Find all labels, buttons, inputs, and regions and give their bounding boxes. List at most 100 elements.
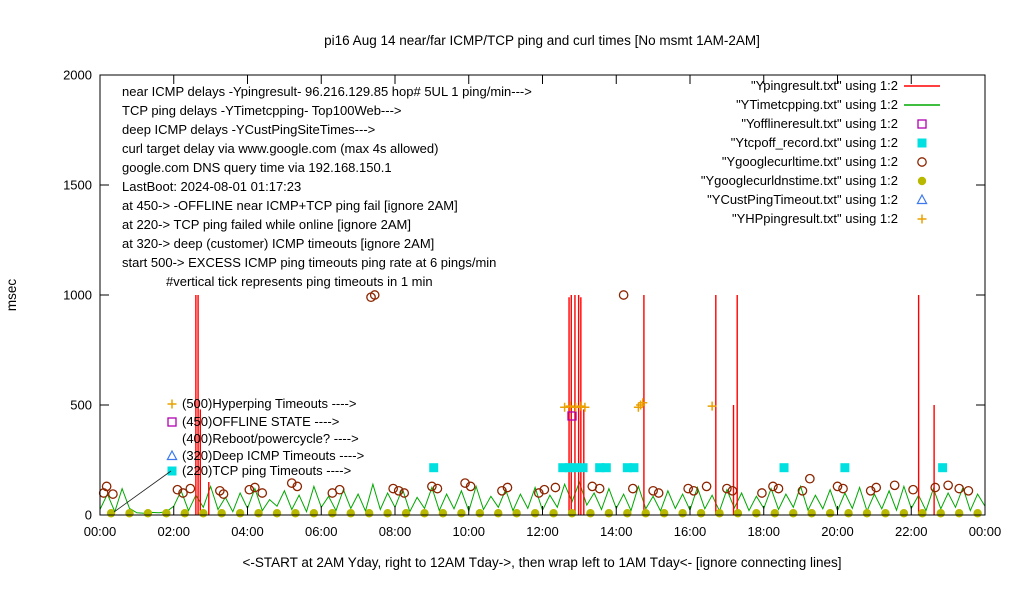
callout-label: (400)Reboot/powercycle? ----> <box>182 431 359 446</box>
Ygooglecurldnstime-point <box>106 509 116 518</box>
Ygooglecurltime-point <box>286 478 297 488</box>
callout-marker <box>167 417 177 427</box>
info-line: TCP ping delays -YTimetcpping- Top100Web… <box>122 103 402 118</box>
Ytcpoff_record-point <box>779 463 789 473</box>
Ytcpoff_record-point <box>578 463 588 473</box>
x-tick-label: 16:00 <box>674 524 707 539</box>
legend-label-Ytcpoff_record: "Ytcpoff_record.txt" using 1:2 <box>731 135 898 150</box>
info-line: google.com DNS query time via 192.168.15… <box>122 160 392 175</box>
callout-line <box>113 470 172 513</box>
Ygooglecurltime-point <box>768 481 778 492</box>
Ygooglecurldnstime-point <box>383 509 392 518</box>
Ytcpoff_record-point <box>429 463 439 473</box>
info-line: start 500-> EXCESS ICMP ping timeouts pi… <box>122 255 496 270</box>
Ygooglecurldnstime-point <box>457 509 466 518</box>
x-tick-label: 08:00 <box>379 524 412 539</box>
Ytcpoff_record-point <box>840 463 850 473</box>
info-line: deep ICMP delays -YCustPingSiteTimes---> <box>122 122 375 137</box>
Ygooglecurldnstime-point <box>475 509 485 518</box>
YHPpingresult-point <box>560 402 570 412</box>
Ygooglecurltime-point <box>465 481 476 492</box>
Ygooglecurldnstime-point <box>936 509 945 518</box>
Ygooglecurltime-point <box>618 290 629 300</box>
legend-label-Ygooglecurldnstime: "Ygooglecurldnstime.txt" using 1:2 <box>701 173 898 188</box>
Ygooglecurldnstime-point <box>143 509 153 518</box>
chart-title: pi16 Aug 14 near/far ICMP/TCP ping and c… <box>324 33 760 48</box>
series-Ygooglecurldnstime-points <box>106 509 982 518</box>
Ytcpoff_record-point <box>938 463 948 473</box>
x-axis-label: <-START at 2AM Yday, right to 12AM Tday-… <box>243 555 842 570</box>
Ygooglecurltime-point <box>257 488 268 498</box>
Ygooglecurltime-point <box>427 481 437 492</box>
legend-label-Yofflineresult: "Yofflineresult.txt" using 1:2 <box>741 116 898 131</box>
Ytcpoff_record-point <box>595 463 605 473</box>
legend-label-YCustPingTimeout: "YCustPingTimeout.txt" using 1:2 <box>707 192 898 207</box>
x-tick-label: 02:00 <box>157 524 190 539</box>
Ygooglecurldnstime-point <box>235 509 245 518</box>
Ygooglecurldnstime-point <box>272 509 282 518</box>
x-tick-label: 18:00 <box>747 524 780 539</box>
Ygooglecurltime-point <box>101 481 112 492</box>
Ygooglecurltime-point <box>502 482 513 493</box>
YHPpingresult-point <box>707 401 717 411</box>
Ygooglecurldnstime-point <box>954 509 964 518</box>
Ygooglecurldnstime-point <box>715 509 724 518</box>
x-tick-label: 06:00 <box>305 524 338 539</box>
Ygooglecurltime-point <box>244 484 255 495</box>
info-block: near ICMP delays -Ypingresult- 96.216.12… <box>122 84 532 289</box>
info-line: at 320-> deep (customer) ICMP timeouts [… <box>122 236 434 251</box>
Ygooglecurltime-point <box>653 488 664 498</box>
legend-sample-Yofflineresult <box>917 119 927 129</box>
Ygooglecurldnstime-point <box>567 509 577 518</box>
x-tick-label: 10:00 <box>452 524 485 539</box>
legend-sample-Ygooglecurltime <box>917 157 927 167</box>
x-tick-label: 14:00 <box>600 524 633 539</box>
Ygooglecurltime-point <box>369 290 380 300</box>
Ytcpoff_record-point <box>622 463 632 473</box>
Ytcpoff_record-point <box>601 463 611 473</box>
Ygooglecurltime-point <box>432 483 443 494</box>
Ygooglecurldnstime-point <box>420 509 429 518</box>
Ygooglecurltime-point <box>701 481 712 492</box>
Ygooglecurldnstime-point <box>364 509 374 518</box>
Ygooglecurldnstime-point <box>291 509 300 518</box>
Ygooglecurldnstime-point <box>881 509 890 518</box>
info-line: #vertical tick represents ping timeouts … <box>166 274 433 289</box>
Ygooglecurldnstime-point <box>641 509 650 518</box>
Ygooglecurldnstime-point <box>696 509 706 518</box>
YHPpingresult-point <box>580 402 590 412</box>
Ygooglecurltime-point <box>648 485 658 496</box>
x-tick-label: 22:00 <box>895 524 928 539</box>
YHPpingresult-point <box>638 398 648 408</box>
Ygooglecurldnstime-point <box>623 509 632 518</box>
Ygooglecurltime-point <box>292 481 303 492</box>
info-line: LastBoot: 2024-08-01 01:17:23 <box>122 179 301 194</box>
Ygooglecurltime-point <box>832 481 843 492</box>
Ygooglecurltime-point <box>757 488 767 498</box>
Ygooglecurldnstime-point <box>604 509 614 518</box>
Ygooglecurldnstime-point <box>346 509 355 518</box>
YHPpingresult-point <box>571 402 581 412</box>
series-Ygooglecurltime-points <box>98 290 974 499</box>
series-Yofflineresult-points <box>567 411 577 421</box>
Ygooglecurldnstime-point <box>899 509 909 518</box>
YHPpingresult-point <box>636 400 646 410</box>
Ygooglecurltime-point <box>797 485 808 496</box>
Ygooglecurltime-point <box>865 485 876 496</box>
Ygooglecurltime-point <box>722 483 732 494</box>
Ygooglecurltime-point <box>889 480 900 491</box>
legend-label-Ygooglecurltime: "Ygooglecurltime.txt" using 1:2 <box>722 154 898 169</box>
Ygooglecurltime-point <box>393 485 404 496</box>
callout-label: (450)OFFLINE STATE ----> <box>182 414 339 429</box>
x-tick-label: 20:00 <box>821 524 854 539</box>
callout-marker <box>167 466 177 476</box>
Ygooglecurltime-point <box>399 488 410 498</box>
callout-label: (220)TCP ping Timeouts ----> <box>182 463 351 478</box>
Yofflineresult-point <box>567 411 577 421</box>
Ygooglecurltime-point <box>804 473 815 484</box>
Ygooglecurldnstime-point <box>401 509 411 518</box>
Ygooglecurltime-point <box>773 483 784 494</box>
Ygooglecurltime-point <box>533 488 544 498</box>
Ygooglecurldnstime-point <box>733 509 743 518</box>
